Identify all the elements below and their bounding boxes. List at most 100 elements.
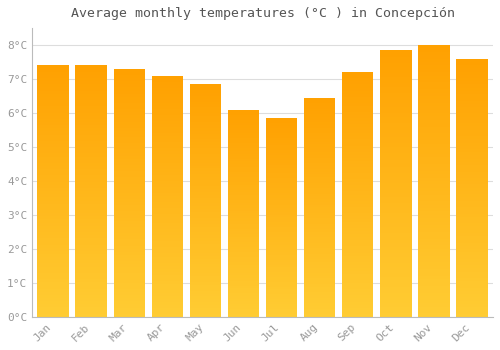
Bar xyxy=(114,202,145,205)
Bar xyxy=(114,106,145,109)
Bar xyxy=(228,115,259,117)
Bar xyxy=(76,100,106,103)
Bar xyxy=(456,146,488,149)
Bar xyxy=(114,100,145,103)
Bar xyxy=(456,275,488,278)
Bar xyxy=(380,223,412,227)
Bar xyxy=(114,121,145,125)
Bar xyxy=(342,197,374,201)
Bar xyxy=(76,204,106,207)
Bar xyxy=(456,249,488,252)
Bar xyxy=(342,231,374,234)
Bar xyxy=(380,127,412,130)
Bar xyxy=(380,60,412,63)
Bar xyxy=(152,314,183,317)
Bar xyxy=(190,206,221,209)
Bar xyxy=(380,157,412,160)
Bar xyxy=(456,168,488,172)
Bar xyxy=(304,210,336,213)
Bar xyxy=(380,253,412,257)
Bar xyxy=(38,119,68,122)
Bar xyxy=(418,69,450,72)
Bar xyxy=(228,203,259,205)
Bar xyxy=(456,107,488,110)
Bar xyxy=(380,227,412,230)
Bar xyxy=(114,273,145,276)
Bar xyxy=(456,81,488,84)
Bar xyxy=(266,190,297,192)
Bar xyxy=(152,229,183,232)
Bar xyxy=(342,112,374,115)
Bar xyxy=(152,85,183,88)
Bar xyxy=(114,81,145,84)
Bar xyxy=(38,298,68,301)
Bar xyxy=(76,304,106,307)
Bar xyxy=(380,104,412,107)
Bar xyxy=(190,218,221,221)
Bar xyxy=(228,146,259,148)
Bar xyxy=(228,218,259,221)
Bar xyxy=(190,285,221,288)
Bar xyxy=(418,269,450,273)
Bar xyxy=(114,230,145,233)
Bar xyxy=(418,266,450,269)
Bar xyxy=(76,235,106,238)
Bar xyxy=(342,118,374,121)
Bar xyxy=(418,310,450,313)
Bar xyxy=(304,267,336,270)
Bar xyxy=(190,145,221,148)
Bar xyxy=(190,311,221,314)
Bar xyxy=(266,170,297,173)
Bar xyxy=(304,199,336,202)
Bar xyxy=(152,163,183,166)
Bar xyxy=(456,130,488,133)
Bar xyxy=(266,150,297,153)
Bar xyxy=(342,127,374,130)
Bar xyxy=(114,75,145,78)
Bar xyxy=(190,290,221,294)
Bar xyxy=(190,166,221,168)
Bar xyxy=(418,147,450,150)
Bar xyxy=(380,144,412,147)
Bar xyxy=(380,257,412,260)
Bar xyxy=(76,119,106,122)
Bar xyxy=(114,177,145,180)
Bar xyxy=(380,314,412,317)
Bar xyxy=(76,310,106,314)
Bar xyxy=(304,183,336,186)
Bar xyxy=(38,295,68,298)
Bar xyxy=(152,205,183,208)
Bar xyxy=(38,194,68,197)
Bar xyxy=(418,52,450,55)
Bar xyxy=(418,229,450,232)
Bar xyxy=(418,181,450,184)
Bar xyxy=(190,104,221,107)
Bar xyxy=(152,133,183,136)
Bar xyxy=(266,180,297,183)
Bar xyxy=(152,202,183,205)
Bar xyxy=(342,292,374,295)
Bar xyxy=(38,248,68,251)
Bar xyxy=(76,144,106,147)
Bar xyxy=(418,273,450,276)
Bar xyxy=(418,103,450,106)
Bar xyxy=(228,169,259,172)
Bar xyxy=(152,193,183,196)
Bar xyxy=(114,196,145,199)
Bar xyxy=(152,97,183,100)
Bar xyxy=(380,270,412,273)
Bar xyxy=(76,213,106,216)
Bar xyxy=(228,224,259,226)
Bar xyxy=(38,260,68,264)
Bar xyxy=(190,154,221,157)
Bar xyxy=(38,301,68,304)
Bar xyxy=(38,188,68,191)
Bar xyxy=(76,207,106,210)
Bar xyxy=(380,190,412,194)
Bar xyxy=(304,237,336,240)
Bar xyxy=(190,253,221,256)
Bar xyxy=(266,173,297,175)
Bar xyxy=(228,164,259,167)
Bar xyxy=(228,156,259,159)
Bar xyxy=(304,221,336,224)
